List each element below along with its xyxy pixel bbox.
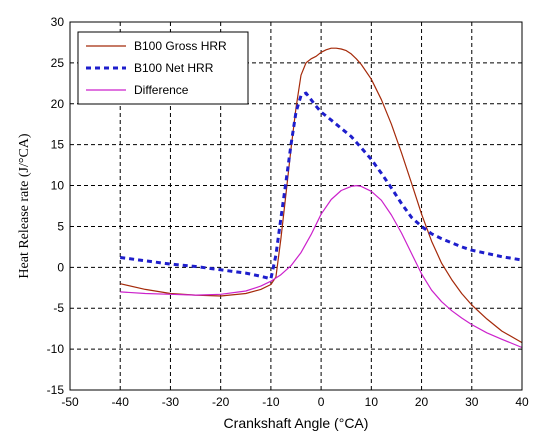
y-tick-label: 30 [51, 15, 65, 29]
series-line-2 [120, 91, 523, 281]
x-tick-label: -30 [162, 395, 180, 409]
y-tick-label: -5 [53, 301, 64, 315]
x-tick-label: -40 [112, 395, 130, 409]
x-tick-label: -50 [61, 395, 79, 409]
x-axis-label: Crankshaft Angle (°CA) [224, 415, 369, 431]
y-tick-label: 10 [51, 179, 65, 193]
series-line-3 [120, 185, 523, 349]
legend-label: B100 Gross HRR [134, 39, 227, 53]
axis-ticks: -50 -40 -30 -20 -10 0 10 20 30 40-15-10-505101520… [47, 15, 529, 409]
y-tick-label: -15 [47, 383, 65, 397]
grid [70, 22, 522, 390]
legend-label: B100 Net HRR [134, 61, 214, 75]
y-tick-label: 15 [51, 138, 65, 152]
y-tick-label: 5 [57, 219, 64, 233]
plot-frame [69, 21, 523, 391]
series-layer [120, 47, 523, 349]
x-tick-label: 10 [365, 395, 379, 409]
x-tick-label: -20 [212, 395, 230, 409]
y-tick-label: -10 [47, 342, 65, 356]
x-tick-label: 40 [515, 395, 529, 409]
y-tick-label: 20 [51, 97, 65, 111]
x-tick-label: 30 [465, 395, 479, 409]
y-axis-label: Heat Release rate (J/°CA) [17, 133, 32, 278]
x-tick-label: 20 [415, 395, 429, 409]
y-tick-label: 0 [57, 260, 64, 274]
series-line-1 [120, 47, 523, 344]
x-tick-label: 0 [318, 395, 325, 409]
y-tick-label: 25 [51, 56, 65, 70]
legend: B100 Gross HRR B100 Net HRR Difference [77, 31, 249, 105]
x-tick-label: -10 [262, 395, 280, 409]
legend-label: Difference [134, 83, 189, 97]
